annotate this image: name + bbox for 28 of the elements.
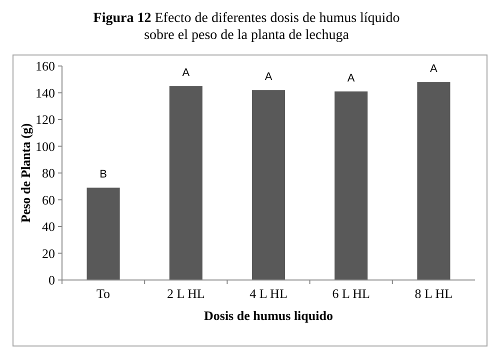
y-tick-label: 40 <box>42 219 55 234</box>
x-tick-label: 6 L HL <box>332 286 370 301</box>
bar <box>252 90 286 280</box>
x-axis-title: Dosis de humus liquido <box>204 308 333 323</box>
annotation: A <box>347 72 356 84</box>
y-tick-label: 120 <box>36 112 55 128</box>
bar <box>417 82 450 280</box>
bar <box>86 188 120 280</box>
bar <box>169 86 202 280</box>
annotation: A <box>182 67 190 80</box>
y-tick-label: 0 <box>48 272 55 288</box>
y-tick-label: 160 <box>36 58 55 74</box>
x-tick-label: 4 L HL <box>250 286 288 301</box>
y-tick-label: 140 <box>36 85 55 100</box>
x-tick-label: 8 L HL <box>414 286 453 301</box>
y-tick-label: 80 <box>42 166 55 181</box>
y-axis-title: Peso de Planta (g) <box>18 123 33 223</box>
annotation: B <box>100 168 107 181</box>
chart-subtitle: sobre el peso de la planta de lechuga <box>144 28 350 43</box>
y-tick-label: 60 <box>42 192 55 208</box>
bar <box>334 91 368 280</box>
annotation: A <box>264 71 273 84</box>
x-tick-label: 2 L HL <box>167 286 205 301</box>
y-tick-label: 100 <box>36 138 55 154</box>
y-tick-label: 20 <box>42 246 55 261</box>
chart-title: Figura 12 Efecto de diferentes dosis de humus líquido <box>93 11 400 26</box>
annotation: A <box>430 63 438 76</box>
x-tick-label: To <box>96 286 110 301</box>
